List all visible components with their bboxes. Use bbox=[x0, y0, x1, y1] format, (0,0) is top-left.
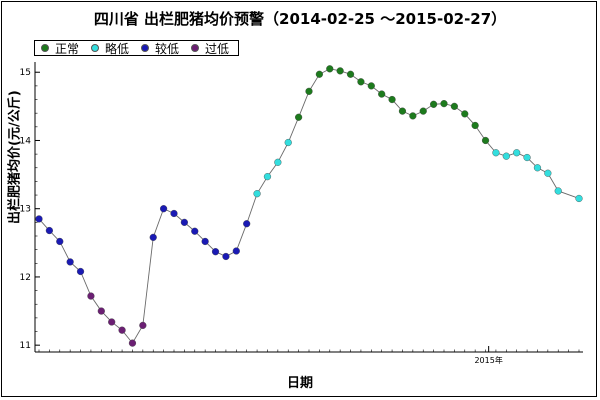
data-point bbox=[284, 138, 292, 147]
data-point bbox=[66, 258, 74, 266]
x-tick-label: 2015年 bbox=[474, 355, 502, 365]
legend-item-slightly-low: 略低 bbox=[91, 40, 129, 57]
y-axis-label: 出栏肥猪均价(元/公斤) bbox=[7, 90, 23, 224]
data-point bbox=[461, 110, 469, 118]
y-tick-label: 14 bbox=[20, 136, 32, 146]
data-point bbox=[430, 100, 438, 108]
chart-title: 四川省 出栏肥猪均价预警（2014-02-25 ～2015-02-27） bbox=[93, 10, 507, 28]
data-point bbox=[440, 100, 448, 108]
data-point bbox=[346, 70, 355, 78]
data-point bbox=[211, 248, 220, 256]
data-point bbox=[180, 218, 188, 226]
data-point bbox=[56, 237, 64, 246]
data-point bbox=[243, 220, 251, 228]
data-point bbox=[201, 237, 209, 246]
data-point bbox=[305, 87, 313, 95]
data-point bbox=[367, 82, 375, 90]
data-point bbox=[419, 107, 427, 115]
legend-label-slightly-low: 略低 bbox=[105, 41, 130, 56]
data-point bbox=[35, 215, 43, 223]
data-point bbox=[481, 136, 490, 145]
data-point bbox=[232, 247, 240, 255]
data-point bbox=[554, 187, 562, 195]
legend-swatch-too-low bbox=[191, 44, 200, 52]
data-point bbox=[533, 164, 542, 172]
data-point bbox=[388, 95, 396, 104]
data-point bbox=[128, 339, 137, 347]
data-point bbox=[409, 112, 417, 120]
data-point bbox=[357, 78, 365, 86]
legend-item-too-low: 过低 bbox=[191, 40, 229, 57]
y-tick-label: 11 bbox=[20, 341, 31, 351]
y-tick-label: 13 bbox=[20, 205, 31, 215]
legend-label-low: 较低 bbox=[155, 41, 180, 56]
data-point bbox=[450, 102, 458, 110]
data-point bbox=[97, 307, 105, 315]
data-point bbox=[544, 169, 552, 177]
data-point bbox=[139, 321, 147, 329]
data-point bbox=[149, 233, 157, 241]
data-point bbox=[263, 173, 272, 181]
data-point bbox=[378, 90, 386, 98]
legend-item-low: 较低 bbox=[141, 40, 179, 57]
data-point bbox=[502, 152, 510, 160]
data-point bbox=[315, 70, 323, 78]
data-point bbox=[160, 205, 168, 213]
x-axis-label: 日期 bbox=[286, 376, 313, 391]
series-line bbox=[38, 68, 580, 344]
data-point bbox=[523, 153, 531, 162]
data-point bbox=[513, 149, 521, 157]
data-point bbox=[295, 113, 303, 121]
legend-swatch-normal bbox=[41, 44, 49, 52]
data-point bbox=[108, 318, 116, 326]
data-point bbox=[336, 67, 344, 75]
legend-swatch-low bbox=[141, 44, 150, 52]
data-point bbox=[492, 149, 500, 157]
data-point bbox=[87, 292, 95, 300]
data-point bbox=[575, 194, 583, 203]
legend-label-too-low: 过低 bbox=[205, 41, 230, 56]
data-point bbox=[471, 121, 479, 130]
legend-label-normal: 正常 bbox=[55, 41, 80, 56]
data-point bbox=[45, 226, 53, 235]
legend-swatch-slightly-low bbox=[91, 44, 100, 52]
y-tick-label: 12 bbox=[20, 273, 31, 283]
data-point bbox=[170, 209, 178, 218]
data-point bbox=[253, 190, 261, 198]
data-point bbox=[398, 107, 407, 115]
chart-legend: 正常 略低 较低 过低 bbox=[34, 40, 239, 56]
data-point bbox=[326, 65, 334, 73]
data-point bbox=[222, 252, 230, 261]
data-point bbox=[191, 227, 199, 235]
data-point bbox=[76, 267, 85, 276]
y-tick-label: 15 bbox=[20, 68, 31, 78]
data-point bbox=[274, 158, 282, 166]
data-point bbox=[118, 326, 126, 334]
legend-item-normal: 正常 bbox=[41, 40, 79, 57]
